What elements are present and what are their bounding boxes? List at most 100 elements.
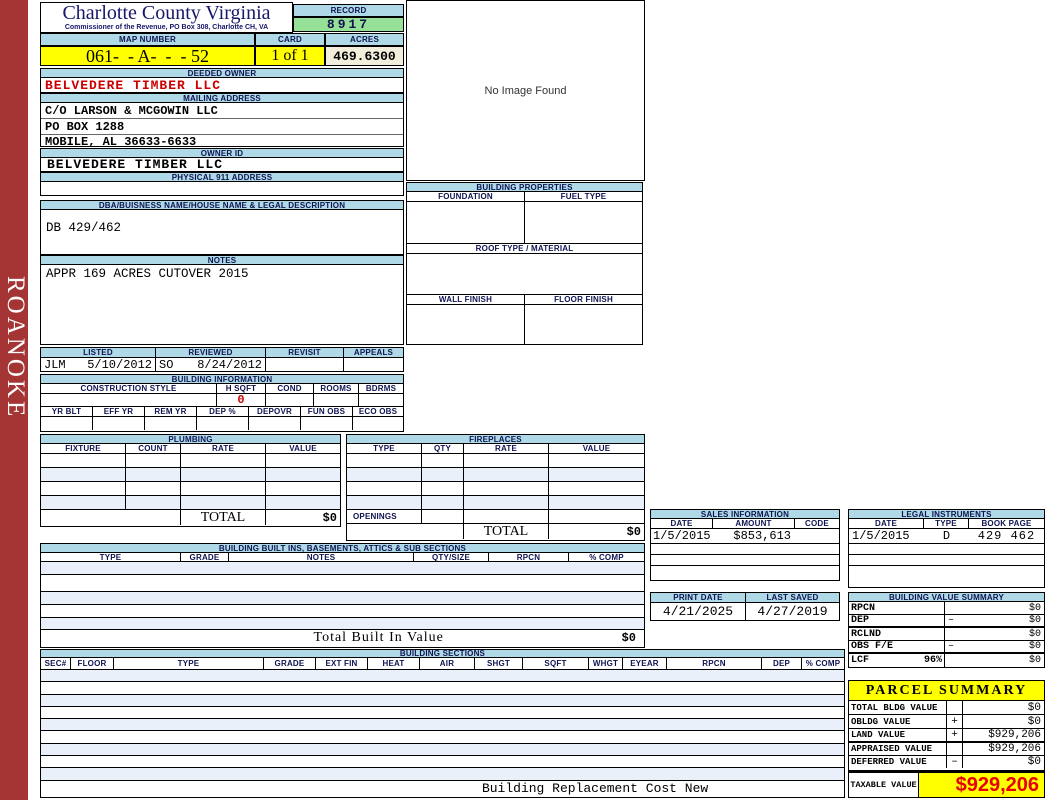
eff-yr-label: EFF YR [93, 407, 145, 416]
building-sections-empty-row [41, 707, 844, 720]
legal-data-row: 1/5/2015 D 429 462 [849, 529, 1044, 544]
legal-book-page-value: 429 462 [977, 529, 1036, 543]
building-sections-header: BUILDING SECTIONS [40, 649, 845, 658]
fireplaces-empty-row [347, 496, 644, 510]
count-label: COUNT [126, 444, 181, 453]
review-table: LISTED REVIEWED REVISIT APPEALS JLM 5/10/… [40, 347, 404, 372]
building-value-summary-table: RPCN $0 DEP – $0 RCLND $0 OBS F/E – $0 LCF… [848, 602, 1045, 668]
sales-data-row: 1/5/2015 $853,613 [651, 529, 839, 544]
sales-empty-row [651, 544, 839, 555]
parcel-value: $0 [1027, 715, 1041, 728]
physical-911-header: PHYSICAL 911 ADDRESS [40, 172, 404, 182]
fp-type-label: TYPE [347, 444, 422, 453]
parcel-value: $0 [1027, 701, 1041, 714]
parcel-summary-header: PARCEL SUMMARY [848, 680, 1045, 701]
sales-empty-row [651, 566, 839, 579]
bvs-row-rpcn: RPCN $0 [849, 602, 1044, 615]
dba-box: DB 429/462 [40, 210, 404, 255]
air-label: AIR [420, 658, 475, 669]
building-sections-empty-row [41, 719, 844, 732]
eco-obs-label: ECO OBS [358, 407, 398, 416]
physical-911-value [40, 182, 404, 196]
notes-box: APPR 169 ACRES CUTOVER 2015 [40, 265, 404, 345]
sqft-label: SQFT [523, 658, 589, 669]
bs-rpcn-label: RPCN [667, 658, 762, 669]
parcel-op [947, 701, 963, 714]
construction-style-value [41, 394, 217, 406]
cond-value [266, 394, 314, 406]
legal-header-row: DATE TYPE BOOK PAGE [849, 519, 1044, 529]
legal-table: DATE TYPE BOOK PAGE 1/5/2015 D 429 462 [848, 519, 1045, 588]
fireplaces-table: TYPE QTY RATE VALUE OPENINGS TOTAL $0 [346, 444, 645, 541]
fuel-type-label: FUEL TYPE [560, 192, 607, 201]
parcel-op: + [947, 715, 963, 728]
review-value-row: JLM 5/10/2012 SO 8/24/2012 [41, 358, 403, 371]
taxable-value-row: TAXABLE VALUE $929,206 [848, 771, 1045, 798]
plumbing-empty-row [41, 468, 340, 482]
sales-code-value [795, 529, 839, 543]
mailing-address-header: MAILING ADDRESS [40, 93, 404, 103]
building-properties-header: BUILDING PROPERTIES [406, 182, 643, 192]
whgt-label: WHGT [589, 658, 623, 669]
fp-qty-label: QTY [422, 444, 464, 453]
building-replacement-cost-label: Building Replacement Cost New [481, 781, 709, 797]
foundation-fuel-header-row: FOUNDATION FUEL TYPE [407, 192, 642, 202]
eyear-label: EYEAR [623, 658, 667, 669]
building-information-header: BUILDING INFORMATION [40, 374, 404, 384]
built-ins-empty-row [41, 592, 644, 605]
building-value-summary-header: BUILDING VALUE SUMMARY [848, 592, 1045, 602]
floor-finish-value [525, 305, 642, 345]
legal-empty-row [849, 555, 1044, 566]
dep-pct-value [197, 417, 249, 430]
parcel-label: APPRAISED VALUE [849, 743, 947, 755]
shgt-label: SHGT [475, 658, 523, 669]
map-number-value: 061- - A- - - 52 [40, 46, 255, 66]
bi-notes-label: NOTES [229, 553, 414, 561]
sales-date-label: DATE [651, 519, 713, 528]
listed-by: JLM [44, 358, 66, 371]
openings-rate [464, 510, 549, 523]
commissioner-line: Commissioner of the Revenue, PO Box 308,… [64, 24, 269, 31]
built-ins-total-label: Total Built In Value [313, 630, 444, 645]
bvs-label: RPCN [851, 602, 876, 614]
plumbing-total-value: $0 [322, 510, 337, 525]
plumbing-total-spacer [41, 510, 181, 525]
county-header-box: Charlotte County Virginia Commissioner o… [40, 2, 293, 33]
bvs-value: $0 [1028, 615, 1041, 626]
listed-cell: JLM 5/10/2012 [41, 358, 156, 371]
bvs-label: RCLND [851, 628, 882, 640]
photo-box: No Image Found [406, 0, 645, 181]
built-ins-total-row: Total Built In Value $0 [41, 630, 644, 646]
record-value: 8917 [293, 17, 404, 32]
bvs-op: – [948, 615, 955, 626]
floor-finish-label: FLOOR FINISH [554, 295, 613, 304]
mailing-line: C/O LARSON & MCGOWIN LLC [41, 103, 403, 119]
plumbing-total-row: TOTAL $0 [41, 510, 340, 525]
parcel-value: $0 [1027, 756, 1041, 768]
roof-type-label: ROOF TYPE / MATERIAL [475, 244, 574, 253]
listed-date: 5/10/2012 [87, 358, 152, 371]
print-date-value: 4/21/2025 [651, 603, 746, 620]
ext-fin-label: EXT FIN [316, 658, 368, 669]
bi-pct-comp-label: % COMP [589, 553, 624, 561]
sales-amount-value: $853,613 [733, 529, 791, 543]
fixture-label: FIXTURE [41, 444, 126, 453]
yr-blt-value [41, 417, 93, 430]
rooms-label: ROOMS [314, 384, 359, 393]
h-sqft-value: 0 [217, 394, 266, 406]
parcel-value: $929,206 [988, 743, 1041, 755]
mailing-line: MOBILE, AL 36633-6633 [45, 134, 197, 149]
review-header-row: LISTED REVIEWED REVISIT APPEALS [41, 348, 403, 358]
building-sections-empty-row [41, 756, 844, 769]
built-ins-header: BUILDING BUILT INS, BASEMENTS, ATTICS & … [40, 543, 645, 553]
parcel-row-land: LAND VALUE + $929,206 [849, 729, 1044, 743]
bvs-value: $0 [1028, 641, 1041, 652]
county-title: Charlotte County Virginia [62, 2, 271, 24]
wall-finish-value [407, 305, 525, 345]
acres-label: ACRES [325, 33, 404, 46]
deeded-owner-header: DEEDED OWNER [40, 68, 404, 78]
building-info-header-row-2: YR BLT EFF YR REM YR DEP % DEPOVR FUN OB… [41, 407, 403, 417]
print-date-label: PRINT DATE [651, 593, 746, 602]
parcel-row-obldg: OBLDG VALUE + $0 [849, 715, 1044, 729]
roof-value-row [407, 254, 642, 295]
